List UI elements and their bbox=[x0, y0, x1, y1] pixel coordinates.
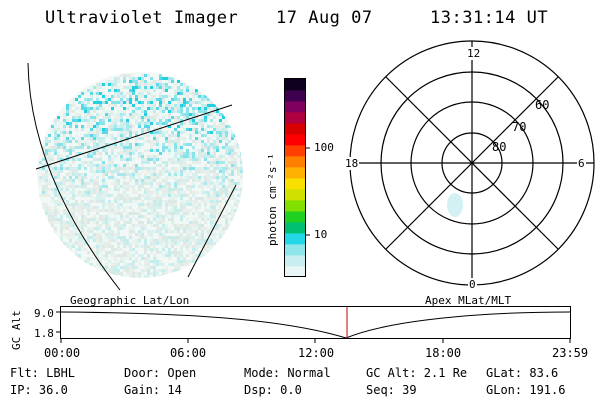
glon-status: GLon: 191.6 bbox=[486, 383, 566, 397]
ip-status: IP: 36.0 bbox=[10, 383, 68, 397]
time-tick-1200: 12:00 bbox=[298, 346, 335, 360]
image-time: 13:31:14 UT bbox=[430, 8, 549, 28]
orbit-altitude-timeline bbox=[56, 306, 571, 343]
door-status: Door: Open bbox=[124, 366, 197, 380]
mlat-label-60: 60 bbox=[535, 98, 550, 112]
mlt-label-18: 18 bbox=[344, 157, 360, 170]
gc-alt-axis-label: GC Alt bbox=[10, 310, 23, 350]
dsp-status: Dsp: 0.0 bbox=[244, 383, 302, 397]
time-tick-1800: 18:00 bbox=[425, 346, 462, 360]
geographic-image bbox=[27, 62, 243, 291]
gc-alt-status: GC Alt: 2.1 Re bbox=[366, 366, 468, 380]
mlat-label-80: 80 bbox=[492, 140, 507, 154]
glat-status: GLat: 83.6 bbox=[486, 366, 559, 380]
gain-status: Gain: 14 bbox=[124, 383, 182, 397]
colorbar-tick-100: 100 bbox=[314, 141, 334, 154]
altitude-curve bbox=[60, 311, 571, 339]
colorbar-tick-10: 10 bbox=[314, 228, 328, 241]
mlt-label-6: 6 bbox=[577, 157, 586, 170]
polar-mlat-mlt-plot bbox=[349, 40, 595, 286]
image-date: 17 Aug 07 bbox=[276, 8, 373, 28]
mode-status: Mode: Normal bbox=[244, 366, 331, 380]
gc-alt-tick-low: 1.8 bbox=[34, 327, 54, 340]
terminator-curve bbox=[27, 62, 121, 291]
mlat-label-70: 70 bbox=[512, 120, 527, 134]
time-tick-0000: 00:00 bbox=[44, 346, 81, 360]
mlt-label-0: 0 bbox=[468, 278, 477, 291]
auroral-emission-patch bbox=[447, 193, 463, 217]
mlt-label-12: 12 bbox=[466, 47, 482, 60]
lat-line bbox=[35, 104, 233, 170]
time-tick-2359: 23:59 bbox=[552, 346, 589, 360]
seq-status: Seq: 39 bbox=[366, 383, 417, 397]
filter-status: Flt: LBHL bbox=[10, 366, 76, 380]
apex-mlat-mlt-label: Apex MLat/MLT bbox=[425, 294, 512, 307]
lon-line bbox=[187, 184, 237, 278]
gc-alt-tick-high: 9.0 bbox=[34, 307, 54, 320]
colorbar-unit-label: photon cm⁻²s⁻¹ bbox=[266, 153, 279, 246]
instrument-title: Ultraviolet Imager bbox=[45, 8, 239, 28]
color-scale-bar bbox=[284, 78, 310, 278]
geographic-latlon-label: Geographic Lat/Lon bbox=[70, 294, 190, 307]
time-tick-0600: 06:00 bbox=[170, 346, 207, 360]
